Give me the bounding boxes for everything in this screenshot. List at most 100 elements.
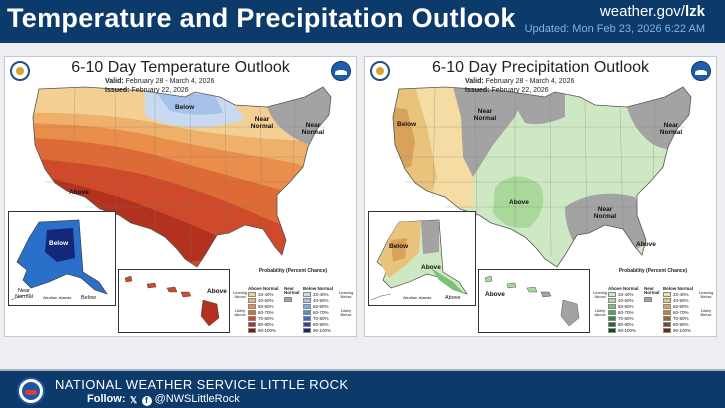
legend-row: 70-80% — [303, 315, 339, 321]
legend-swatch — [303, 309, 311, 315]
legend-above-column: Above Normal 33-40% 40-50% 50-60% 60-70%… — [608, 286, 644, 333]
legend-near-column: Near Normal — [644, 286, 662, 302]
region-label: Near Normal — [593, 206, 617, 220]
valid-value: February 28 - March 4, 2026 — [485, 78, 575, 85]
region-label: Above — [69, 189, 89, 196]
temperature-legend: Probability (Percent Chance) Leaning Abo… — [233, 268, 354, 335]
legend-leaning-above: Leaning Above — [593, 290, 608, 300]
legend-level: 60-70% — [673, 309, 689, 315]
temperature-map-graphic — [5, 57, 356, 336]
legend-swatch — [303, 327, 311, 333]
legend-level: 60-70% — [258, 309, 274, 315]
valid-label: Valid: — [465, 78, 484, 85]
legend-level: 40-50% — [618, 297, 634, 303]
noaa-commerce-logo — [10, 61, 30, 81]
hawaii-label: Above — [485, 291, 505, 298]
legend-swatch — [248, 303, 256, 309]
region-label: Near Normal — [301, 122, 325, 136]
valid-dates: Valid: February 28 - March 4, 2026 — [465, 78, 574, 85]
facebook-icon[interactable]: f — [141, 396, 152, 406]
legend-level: 40-50% — [673, 297, 689, 303]
legend-swatch — [608, 297, 616, 303]
legend-row: 70-80% — [608, 315, 644, 321]
legend-likely-below: Likely Below — [700, 308, 712, 318]
legend-near-column: Near Normal — [284, 286, 302, 302]
precipitation-outlook-map: 6-10 Day Precipitation Outlook Valid: Fe… — [364, 56, 717, 337]
follow-label: Follow: — [87, 393, 126, 405]
temperature-map-title: 6-10 Day Temperature Outlook — [71, 59, 290, 76]
legend-row: 80-90% — [608, 321, 644, 327]
office-name: NATIONAL WEATHER SERVICE LITTLE ROCK — [55, 377, 349, 392]
nws-logo — [17, 377, 45, 405]
region-label: Near Normal — [250, 116, 274, 130]
legend-row: 90-100% — [663, 327, 699, 333]
valid-value: February 28 - March 4, 2026 — [125, 78, 215, 85]
alaska-inset: Below Near Normal Aleutian Islands Below — [8, 211, 116, 306]
legend-row: 80-90% — [248, 321, 284, 327]
region-label: Above — [509, 199, 529, 206]
legend-swatch — [644, 296, 652, 302]
legend-swatch — [248, 321, 256, 327]
legend-level: 80-90% — [258, 321, 274, 327]
legend-row: 33-40% — [663, 291, 699, 297]
legend-level: 50-60% — [313, 303, 329, 309]
legend-swatch — [284, 296, 292, 302]
region-label: Near Normal — [659, 122, 683, 136]
legend-swatch — [248, 309, 256, 315]
legend-likely-above: Likely Above — [594, 308, 606, 318]
issued-date: Issued: February 22, 2026 — [105, 87, 189, 94]
valid-dates: Valid: February 28 - March 4, 2026 — [105, 78, 214, 85]
legend-row — [644, 296, 662, 302]
legend-swatch — [303, 297, 311, 303]
hawaii-inset: Above — [118, 269, 230, 333]
legend-level: 40-50% — [258, 297, 274, 303]
legend-level: 90-100% — [618, 327, 637, 333]
legend-level: 90-100% — [673, 327, 692, 333]
temperature-outlook-map: 6-10 Day Temperature Outlook Valid: Febr… — [4, 56, 357, 337]
site-prefix: weather.gov/ — [599, 3, 685, 20]
legend-swatch — [248, 297, 256, 303]
alaska-graphic — [370, 219, 468, 301]
alaska-near-normal: Near Normal — [15, 288, 33, 300]
legend-swatch — [663, 297, 671, 303]
legend-row: 60-70% — [248, 309, 284, 315]
hawaii-graphic — [124, 275, 220, 327]
website-link[interactable]: weather.gov/lzk — [600, 3, 705, 20]
updated-timestamp: Updated: Mon Feb 23, 2026 6:22 AM — [524, 23, 705, 35]
legend-level: 80-90% — [618, 321, 634, 327]
noaa-logo — [691, 61, 711, 81]
legend-swatch — [608, 303, 616, 309]
footer-bar: NATIONAL WEATHER SERVICE LITTLE ROCK Fol… — [0, 369, 725, 408]
legend-level: 70-80% — [258, 315, 274, 321]
hawaii-inset: Above — [478, 269, 590, 333]
issued-value: February 22, 2026 — [131, 87, 189, 94]
legend-row: 40-50% — [303, 297, 339, 303]
alaska-graphic — [10, 219, 108, 301]
legend-leaning-below: Leaning Below — [699, 290, 714, 300]
legend-level: 70-80% — [618, 315, 634, 321]
legend-swatch — [608, 321, 616, 327]
region-label: Near Normal — [473, 108, 497, 122]
x-icon[interactable]: 𝕏 — [129, 395, 138, 405]
alaska-below-label: Below — [81, 295, 96, 301]
legend-swatch — [608, 309, 616, 315]
legend-near-header: Near Normal — [644, 285, 660, 295]
issued-date: Issued: February 22, 2026 — [465, 87, 549, 94]
legend-swatch — [303, 315, 311, 321]
legend-level: 60-70% — [618, 309, 634, 315]
social-handle[interactable]: @NWSLittleRock — [154, 393, 240, 405]
legend-swatch — [663, 291, 671, 297]
legend-swatch — [303, 321, 311, 327]
legend-above-header: Above Normal — [608, 286, 639, 291]
legend-leaning-below: Leaning Below — [339, 290, 354, 300]
legend-row — [284, 296, 302, 302]
legend-level: 33-40% — [258, 291, 274, 297]
legend-row: 90-100% — [303, 327, 339, 333]
noaa-commerce-logo — [370, 61, 390, 81]
legend-swatch — [663, 321, 671, 327]
aleutian-islands-label: Aleutian Islands — [403, 295, 432, 300]
legend-row: 60-70% — [663, 309, 699, 315]
legend-level: 60-70% — [313, 309, 329, 315]
legend-level: 50-60% — [258, 303, 274, 309]
